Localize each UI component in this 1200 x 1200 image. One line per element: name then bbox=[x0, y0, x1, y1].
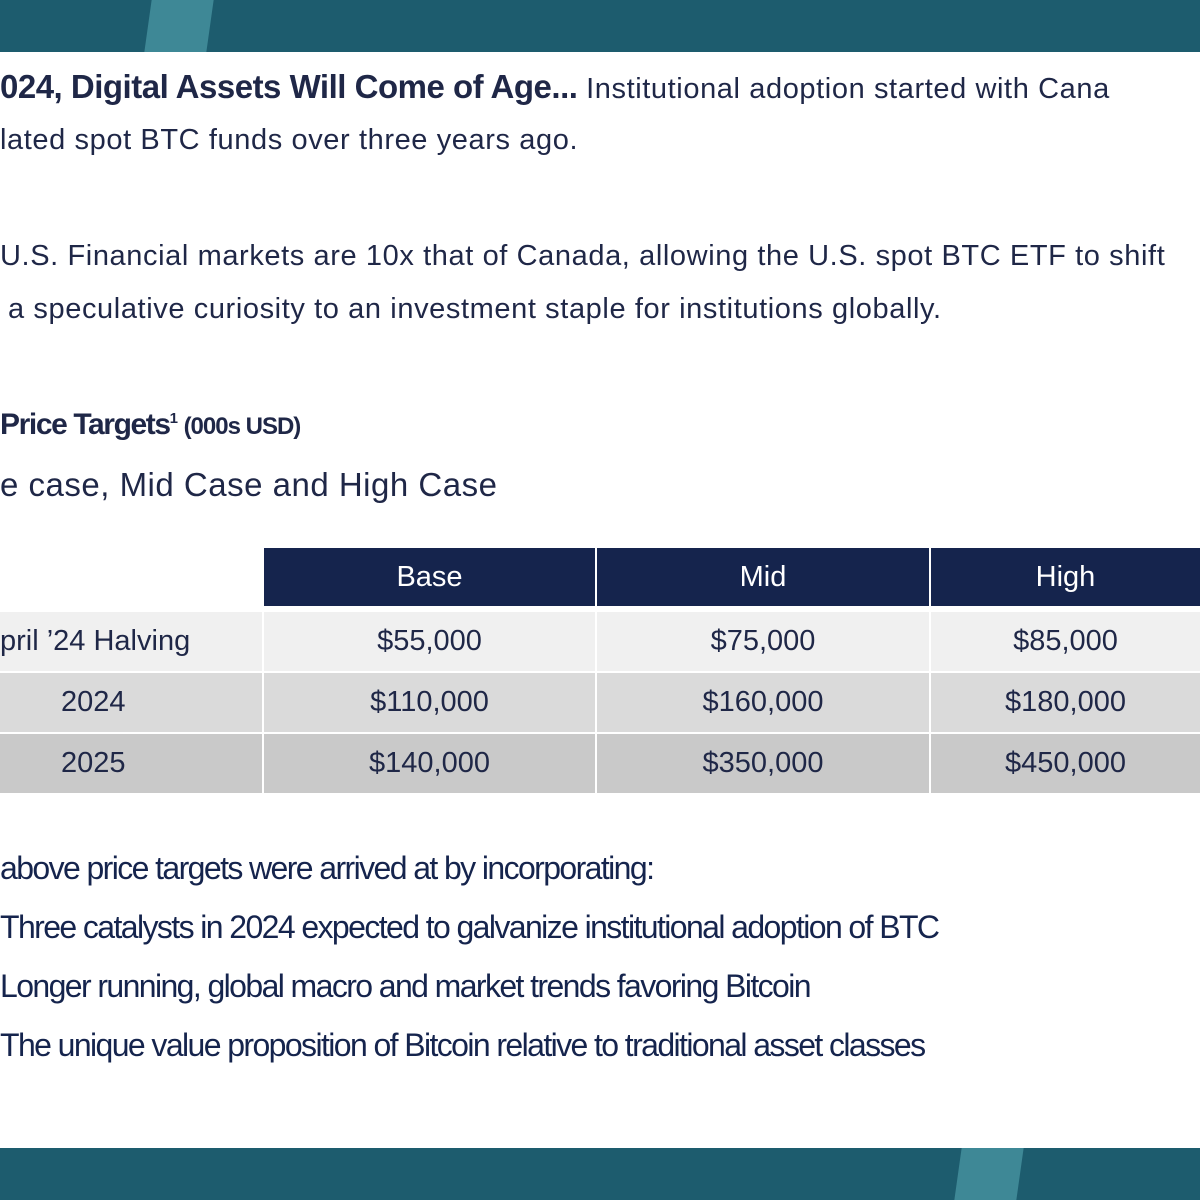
table-cell: $160,000 bbox=[597, 673, 929, 732]
row-label: 2024 bbox=[0, 673, 262, 732]
table-cell: $180,000 bbox=[931, 673, 1200, 732]
intro-line: lated spot BTC funds over three years ag… bbox=[0, 124, 579, 156]
notes-lead: above price targets were arrived at by i… bbox=[0, 850, 655, 886]
note-item: Longer running, global macro and market … bbox=[0, 968, 812, 1004]
table-cell: $75,000 bbox=[597, 612, 929, 671]
top-bar bbox=[0, 0, 1200, 52]
intro-text: Institutional adoption started with Cana bbox=[586, 73, 1110, 105]
stripe bbox=[144, 0, 214, 52]
note-item: Three catalysts in 2024 expected to galv… bbox=[0, 909, 940, 945]
stripe bbox=[954, 1148, 1024, 1200]
table-cell: $85,000 bbox=[931, 612, 1200, 671]
table-cell: $350,000 bbox=[597, 734, 929, 793]
table-cell: $110,000 bbox=[264, 673, 595, 732]
header-cell: Mid bbox=[597, 548, 929, 606]
note-item: The unique value proposition of Bitcoin … bbox=[0, 1027, 926, 1063]
row-label: 2025 bbox=[0, 734, 262, 793]
title: Price Targets bbox=[0, 408, 171, 441]
section-subtitle: e case, Mid Case and High Case bbox=[0, 466, 498, 503]
header-cell: Base bbox=[264, 548, 595, 606]
intro-heading: 024, Digital Assets Will Come of Age... bbox=[0, 68, 578, 105]
table-cell: $140,000 bbox=[264, 734, 595, 793]
intro-line: 024, Digital Assets Will Come of Age... … bbox=[0, 68, 1110, 106]
bottom-bar bbox=[0, 1148, 1200, 1200]
paragraph-line: U.S. Financial markets are 10x that of C… bbox=[0, 240, 1166, 272]
footnote-mark: 1 bbox=[169, 410, 178, 427]
units: (000s USD) bbox=[183, 413, 302, 440]
section-title: Price Targets1 (000s USD) bbox=[0, 408, 302, 442]
paragraph-line: a speculative curiosity to an investment… bbox=[8, 293, 942, 325]
header-cell: High bbox=[931, 548, 1200, 606]
row-label: pril ’24 Halving bbox=[0, 612, 262, 671]
table-cell: $450,000 bbox=[931, 734, 1200, 793]
table-cell: $55,000 bbox=[264, 612, 595, 671]
